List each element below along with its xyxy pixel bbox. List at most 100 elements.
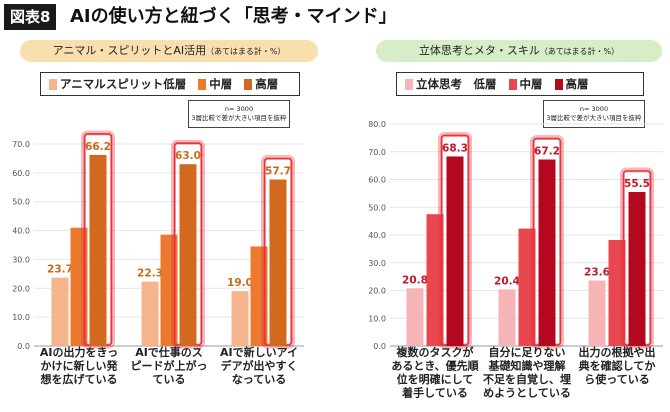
legend-item: 高層 bbox=[244, 76, 278, 92]
note-line: 3層比較で差が大きい項目を抜粋 bbox=[191, 114, 287, 122]
bar-value-label: 22.3 bbox=[137, 268, 163, 280]
y-tick-label: 50.0 bbox=[368, 203, 386, 212]
bar-value-label: 68.3 bbox=[442, 142, 468, 154]
legend-item: 立体思考 低層 bbox=[405, 76, 497, 92]
legend-label: 立体思考 低層 bbox=[416, 77, 497, 91]
category-label: AIで仕事のス bbox=[135, 345, 203, 359]
legend-swatch bbox=[244, 78, 253, 90]
panel-title-right-text: 立体思考とメタ・スキル bbox=[418, 44, 540, 57]
category-label: あるとき、優先順 bbox=[391, 359, 479, 373]
panel-title-left: アニマル・スピリットとAI活用（あてはまる計・%） bbox=[20, 40, 318, 62]
y-tick-label: 0.0 bbox=[17, 342, 30, 351]
bar bbox=[498, 289, 516, 346]
bar bbox=[51, 277, 69, 346]
legend-label: 高層 bbox=[565, 77, 589, 91]
legend-label: 中層 bbox=[519, 77, 543, 91]
legend-swatch bbox=[508, 78, 517, 90]
bar bbox=[588, 280, 606, 346]
category-label: AIの出力をきっ bbox=[40, 345, 118, 359]
bar bbox=[179, 164, 197, 346]
category-label: 典を確認してか bbox=[579, 359, 656, 373]
y-tick-label: 80.0 bbox=[368, 120, 386, 129]
y-tick-label: 30.0 bbox=[368, 259, 386, 268]
legend-item: 高層 bbox=[554, 76, 589, 92]
legend-left: アニマルスピリット低層 中層 高層 bbox=[40, 72, 300, 96]
legend-swatch bbox=[405, 78, 413, 90]
figure-title: AIの使い方と紐づく「思考・マインド」 bbox=[70, 6, 397, 27]
bar-value-label: 23.7 bbox=[47, 264, 73, 276]
y-tick-label: 10.0 bbox=[12, 313, 30, 322]
note-line: n= 3000 bbox=[579, 105, 609, 113]
bar bbox=[426, 214, 444, 346]
category-label: ている bbox=[153, 373, 186, 386]
y-tick-label: 60.0 bbox=[368, 176, 386, 185]
bar-value-label: 55.5 bbox=[624, 178, 650, 190]
y-tick-label: 70.0 bbox=[368, 148, 386, 157]
bar bbox=[628, 191, 646, 346]
note-line: n= 3000 bbox=[224, 105, 254, 113]
category-label: ピードが上がっ bbox=[131, 359, 208, 373]
bar bbox=[446, 156, 464, 346]
category-label: なっている bbox=[232, 373, 286, 386]
category-label: AIで新しいアイ bbox=[220, 345, 298, 359]
legend-item: 中層 bbox=[198, 76, 232, 92]
sample-note-right: n= 3000 3層比較で差が大きい項目を抜粋 bbox=[543, 100, 645, 128]
bar-value-label: 23.6 bbox=[584, 267, 610, 279]
legend-label: 高層 bbox=[255, 77, 279, 91]
bar bbox=[608, 239, 626, 346]
bar bbox=[518, 228, 536, 346]
category-label: 不足を自覚し、埋 bbox=[483, 372, 571, 386]
bar bbox=[89, 154, 107, 346]
bar-value-label: 66.2 bbox=[85, 141, 111, 153]
bar-value-label: 20.4 bbox=[494, 275, 520, 287]
legend-item: アニマルスピリット低層 bbox=[49, 76, 186, 92]
panel-title-right-note: （あてはまる計・%） bbox=[539, 47, 620, 56]
y-tick-label: 40.0 bbox=[368, 231, 386, 240]
category-label: デアが出やすく bbox=[221, 359, 298, 373]
bar bbox=[250, 246, 268, 346]
y-tick-label: 10.0 bbox=[368, 314, 386, 323]
bar bbox=[160, 234, 178, 346]
bar bbox=[231, 291, 249, 346]
category-label: めようとしている bbox=[483, 387, 571, 400]
category-label: かけに新しい発 bbox=[41, 359, 119, 373]
bar-value-label: 19.0 bbox=[227, 277, 253, 289]
legend-label: 中層 bbox=[209, 77, 233, 91]
bar bbox=[538, 159, 556, 346]
bar bbox=[406, 288, 424, 346]
bar bbox=[70, 227, 88, 346]
panel-title-left-note: （あてはまる計・%） bbox=[206, 47, 286, 56]
legend-swatch bbox=[554, 78, 563, 90]
bar-value-label: 67.2 bbox=[534, 146, 560, 158]
category-label: ら使っている bbox=[584, 372, 649, 386]
category-label: 複数のタスクが bbox=[396, 345, 474, 359]
legend-swatch bbox=[198, 78, 207, 90]
category-label: 位を明確にして bbox=[397, 372, 474, 386]
y-tick-label: 60.0 bbox=[12, 169, 30, 178]
bar-value-label: 63.0 bbox=[175, 150, 201, 162]
panel-title-left-text: アニマル・スピリットとAI活用 bbox=[52, 44, 207, 57]
bar bbox=[269, 179, 287, 346]
category-label: 着手している bbox=[401, 386, 468, 400]
y-tick-label: 70.0 bbox=[12, 140, 30, 149]
bar-value-label: 57.7 bbox=[265, 165, 291, 177]
category-label: 出力の根拠や出 bbox=[579, 345, 656, 359]
category-label: 基礎知識や理解 bbox=[488, 359, 566, 373]
sample-note-left: n= 3000 3層比較で差が大きい項目を抜粋 bbox=[188, 100, 290, 128]
y-tick-label: 20.0 bbox=[368, 287, 386, 296]
bar-value-label: 20.8 bbox=[402, 274, 428, 286]
y-tick-label: 0.0 bbox=[373, 342, 386, 351]
bar bbox=[141, 281, 159, 346]
panel-title-right: 立体思考とメタ・スキル（あてはまる計・%） bbox=[376, 40, 662, 62]
y-tick-label: 40.0 bbox=[12, 227, 30, 236]
legend-swatch bbox=[49, 78, 57, 90]
legend-right: 立体思考 低層 中層 高層 bbox=[396, 72, 644, 96]
legend-label: アニマルスピリット低層 bbox=[60, 77, 187, 91]
note-line: 3層比較で差が大きい項目を抜粋 bbox=[546, 114, 642, 122]
category-label: 自分に足りない bbox=[489, 345, 566, 359]
category-label: 想を広げている bbox=[40, 372, 118, 386]
y-tick-label: 30.0 bbox=[12, 255, 30, 264]
y-tick-label: 50.0 bbox=[12, 198, 30, 207]
legend-item: 中層 bbox=[508, 76, 543, 92]
